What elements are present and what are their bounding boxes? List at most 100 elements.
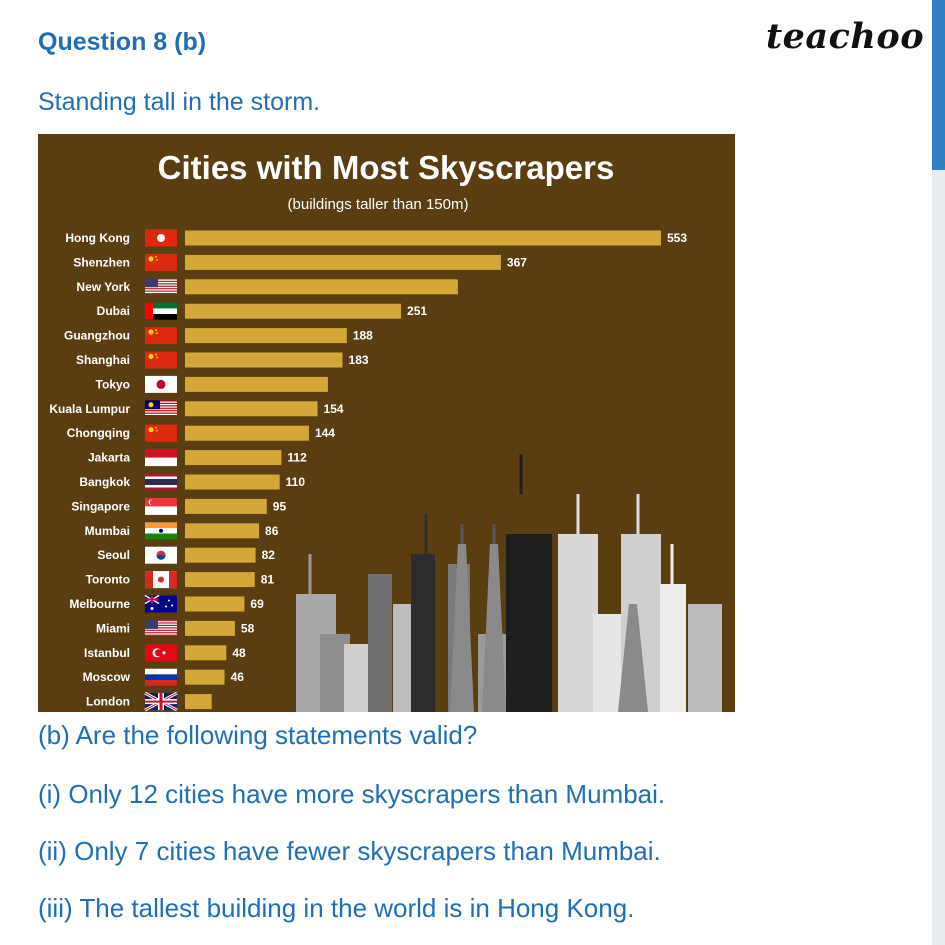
category-label: Hong Kong — [65, 231, 130, 245]
flag-china-icon — [145, 351, 177, 369]
bar — [185, 498, 267, 514]
category-label: New York — [76, 280, 130, 294]
value-label: 144 — [315, 426, 335, 440]
skyline-building — [411, 554, 435, 712]
bar — [185, 254, 501, 270]
chart-subtitle: (buildings taller than 150m) — [288, 196, 469, 213]
bar-row: Bangkok 110 — [79, 473, 306, 491]
value-label: 251 — [407, 304, 427, 318]
skyline-building — [344, 644, 370, 712]
skyline-building — [393, 604, 415, 712]
flag-china-icon — [145, 253, 177, 271]
bar-row: Seoul 82 — [97, 546, 275, 564]
bar-row: Shenzhen 367 — [73, 253, 527, 271]
chart-panel: Cities with Most Skyscrapers (buildings … — [38, 134, 735, 712]
flag-china-icon — [145, 424, 177, 442]
category-label: Singapore — [71, 499, 130, 513]
category-label: Melbourne — [69, 597, 130, 611]
bar — [185, 620, 235, 636]
category-label: Kuala Lumpur — [49, 402, 130, 416]
bar-row: Guangzhou 188 — [64, 327, 373, 345]
bar-row: New York — [76, 278, 458, 295]
bar-row: Shanghai 183 — [76, 351, 369, 369]
flag-turkey-icon — [145, 644, 177, 662]
bar — [185, 596, 245, 612]
bar-row: Dubai 251 — [97, 302, 427, 320]
value-label: 188 — [353, 329, 373, 343]
bar-row: Toronto 81 — [86, 571, 274, 589]
skyline-building — [660, 584, 686, 712]
skyline-tower — [482, 544, 506, 712]
flag-thailand-icon — [145, 473, 177, 491]
flag-uae-icon — [145, 302, 177, 320]
skyline-illustration — [296, 454, 722, 712]
value-label: 367 — [507, 255, 527, 269]
bar-row: London — [86, 691, 212, 712]
flag-japan-icon — [145, 375, 177, 393]
skyline-building — [506, 534, 552, 712]
bar-row: Hong Kong 553 — [65, 229, 687, 247]
category-label: London — [86, 695, 130, 709]
skyline-building — [368, 574, 392, 712]
flag-usa-icon — [145, 619, 177, 636]
flag-usa-icon — [145, 278, 177, 295]
category-label: Istanbul — [84, 646, 130, 660]
value-label: 48 — [232, 646, 246, 660]
skyline-building — [688, 604, 722, 712]
category-label: Shenzhen — [73, 255, 130, 269]
bar — [185, 401, 318, 417]
value-label: 58 — [241, 621, 255, 635]
statement-ii: (ii) Only 7 cities have fewer skyscraper… — [38, 836, 661, 866]
bar-row: Mumbai 86 — [85, 522, 279, 540]
category-label: Jakarta — [88, 451, 130, 465]
value-label: 112 — [287, 451, 307, 465]
flag-canada-icon — [145, 571, 177, 589]
category-label: Miami — [96, 621, 130, 635]
flag-hong-kong-icon — [145, 229, 177, 247]
bar-row: Miami 58 — [96, 619, 255, 636]
bar — [185, 694, 212, 710]
bar — [185, 425, 309, 441]
bar — [185, 547, 256, 563]
flag-australia-icon — [144, 594, 177, 613]
category-label: Tokyo — [96, 377, 130, 391]
intro-text: Standing tall in the storm. — [38, 88, 321, 116]
flag-india-icon — [145, 522, 177, 540]
bar — [185, 474, 280, 490]
bar-row: Chongqing 144 — [67, 424, 335, 442]
value-label: 110 — [286, 475, 306, 489]
skyline-building — [558, 534, 598, 712]
skyline-tower — [618, 604, 648, 712]
category-label: Dubai — [97, 304, 130, 318]
question-title: Question 8 (b) — [38, 28, 207, 56]
bar-row: Melbourne 69 — [69, 594, 264, 613]
value-label: 553 — [667, 231, 687, 245]
bar — [185, 328, 347, 344]
bar — [185, 572, 255, 588]
scrollbar-thumb[interactable] — [932, 0, 945, 170]
flag-singapore-icon — [145, 497, 177, 515]
bar — [185, 645, 227, 661]
category-label: Bangkok — [79, 475, 130, 489]
flag-china-icon — [145, 327, 177, 345]
flag-indonesia-icon — [145, 449, 177, 467]
flag-uk-icon — [144, 691, 178, 712]
bar — [185, 376, 328, 392]
value-label: 95 — [273, 499, 287, 513]
value-label: 69 — [250, 597, 264, 611]
statement-iii: (iii) The tallest building in the world … — [38, 893, 635, 923]
bar-row: Singapore 95 — [71, 497, 287, 515]
bar-row: Tokyo — [96, 375, 328, 393]
value-label: 46 — [231, 670, 245, 684]
bar — [185, 523, 260, 539]
category-label: Moscow — [83, 670, 131, 684]
value-label: 183 — [349, 353, 369, 367]
skyscraper-bar-chart: Cities with Most Skyscrapers (buildings … — [49, 149, 722, 712]
value-label: 86 — [265, 524, 279, 538]
side-scrollbar[interactable] — [932, 0, 945, 945]
skyline-building — [593, 614, 623, 712]
category-label: Guangzhou — [64, 329, 130, 343]
statement-i: (i) Only 12 cities have more skyscrapers… — [38, 779, 666, 809]
question-b: (b) Are the following statements valid? — [38, 720, 478, 750]
bar — [185, 352, 343, 368]
